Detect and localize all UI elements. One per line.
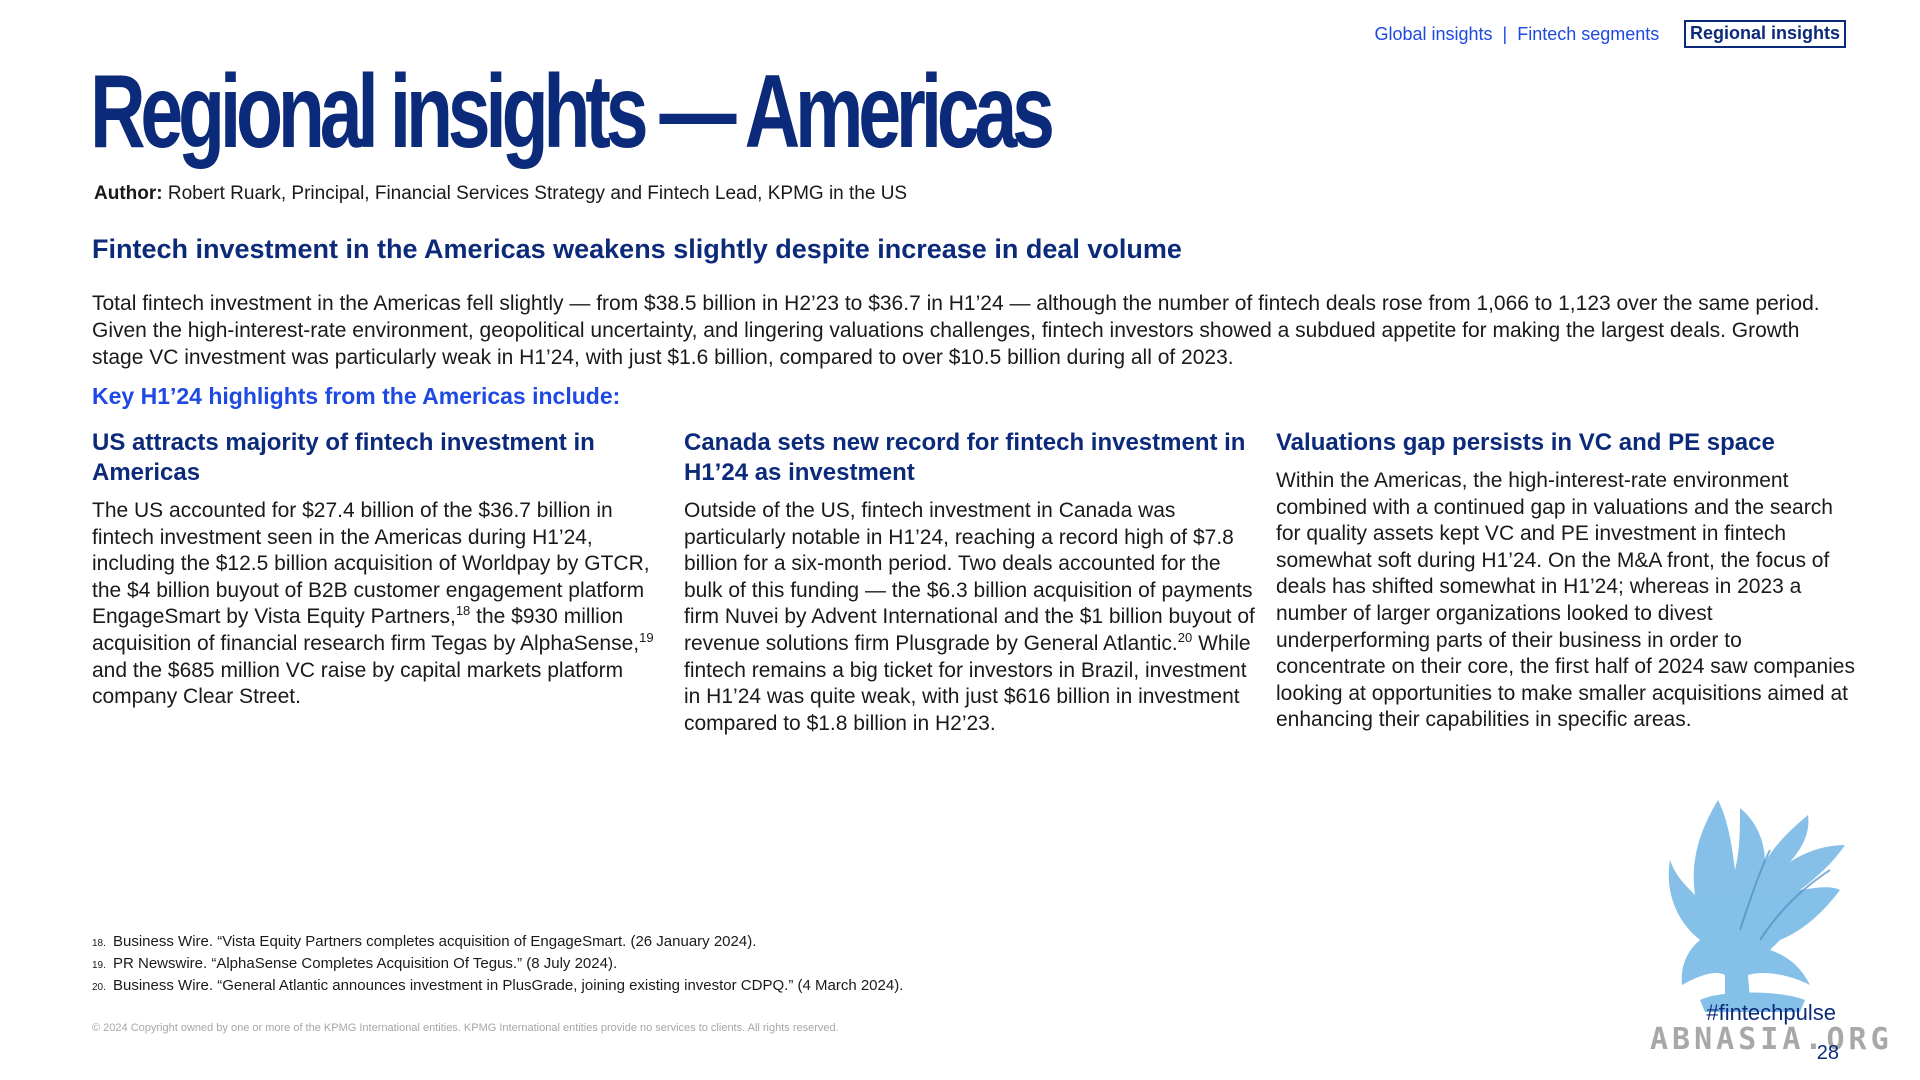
footnote: 19. PR Newswire. “AlphaSense Completes Ac…	[92, 955, 618, 972]
author-label: Author:	[94, 183, 163, 204]
column-heading: Canada sets new record for fintech inves…	[684, 429, 1246, 486]
column-us: US attracts majority of fintech investme…	[92, 428, 664, 711]
watermark: ABNASIA.ORG	[1650, 1022, 1893, 1057]
phoenix-icon	[1668, 800, 1845, 1012]
footnote-ref: 19	[639, 629, 654, 645]
footnote-ref: 20	[1177, 629, 1193, 645]
author-text: Robert Ruark, Principal, Financial Servi…	[167, 183, 908, 204]
column-heading: Valuations gap persists in VC and PE spa…	[1276, 429, 1775, 456]
nav-fintech-segments[interactable]: Fintech segments	[1517, 23, 1660, 44]
copyright-notice: © 2024 Copyright owned by one or more of…	[92, 1022, 839, 1034]
footnote: 20. Business Wire. “General Atlantic anno…	[92, 977, 904, 994]
column-body: Within the Americas, the high-interest-r…	[1276, 469, 1855, 732]
hashtag: #fintechpulse	[1706, 1000, 1836, 1025]
column-body: Outside of the US, fintech investment in…	[684, 499, 1255, 735]
nav-separator: |	[1502, 23, 1508, 44]
author-line: Author: Robert Ruark, Principal, Financi…	[94, 183, 907, 205]
footnote-ref: 18	[455, 603, 471, 619]
intro-paragraph: Total fintech investment in the Americas…	[92, 292, 1820, 369]
column-heading: US attracts majority of fintech investme…	[92, 429, 595, 486]
column-body: The US accounted for $27.4 billion of th…	[92, 499, 654, 709]
footnotes: 18. Business Wire. “Vista Equity Partners…	[92, 932, 903, 998]
section-headline: Fintech investment in the Americas weake…	[92, 234, 1182, 264]
top-nav: Global insights | Fintech segments | Reg…	[1374, 20, 1846, 48]
column-canada: Canada sets new record for fintech inves…	[684, 428, 1256, 737]
nav-global-insights[interactable]: Global insights	[1374, 23, 1493, 44]
footnote: 18. Business Wire. “Vista Equity Partners…	[92, 933, 757, 950]
page-title: Regional insights — Americas	[90, 54, 1055, 170]
highlights-heading: Key H1’24 highlights from the Americas i…	[92, 383, 621, 409]
nav-regional-insights[interactable]: Regional insights	[1683, 20, 1846, 48]
page-number: 28	[1816, 1042, 1839, 1064]
column-valuations: Valuations gap persists in VC and PE spa…	[1276, 428, 1856, 734]
